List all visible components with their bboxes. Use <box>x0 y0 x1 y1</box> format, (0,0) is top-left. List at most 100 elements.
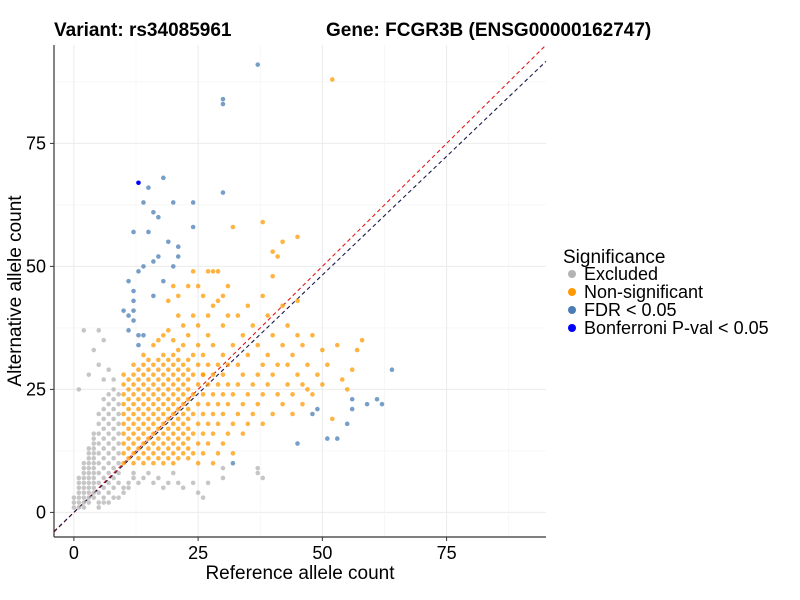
data-point <box>166 328 171 333</box>
data-point <box>151 392 156 397</box>
data-point <box>76 500 82 505</box>
data-point <box>86 446 92 451</box>
data-point <box>230 392 236 397</box>
data-point <box>180 485 186 491</box>
data-point <box>86 465 92 471</box>
data-point <box>151 259 156 264</box>
data-point <box>151 411 156 417</box>
data-point <box>205 332 211 338</box>
data-point <box>170 460 176 466</box>
data-point <box>170 421 176 427</box>
data-point <box>141 401 146 407</box>
data-point <box>76 490 82 496</box>
legend-swatch-0 <box>568 270 576 278</box>
data-point <box>86 490 92 496</box>
data-point <box>131 475 136 481</box>
data-point <box>146 426 151 432</box>
data-point <box>131 298 136 304</box>
data-point <box>161 175 166 181</box>
data-point <box>166 377 171 382</box>
data-point <box>76 475 82 481</box>
data-point <box>275 362 280 368</box>
data-point <box>86 485 92 491</box>
data-point <box>379 401 385 407</box>
data-point <box>111 416 116 422</box>
data-point <box>76 387 82 392</box>
data-point <box>101 455 106 461</box>
legend-label-0: Excluded <box>584 264 658 284</box>
data-point <box>255 401 261 407</box>
data-point <box>190 480 196 486</box>
data-point <box>86 500 92 505</box>
data-point <box>180 392 186 397</box>
data-point <box>195 362 201 368</box>
data-point <box>220 411 226 417</box>
data-point <box>220 475 226 481</box>
data-point <box>141 264 146 269</box>
data-point <box>91 465 97 471</box>
data-point <box>349 367 355 373</box>
data-point <box>116 451 121 456</box>
legend-swatch-1 <box>568 288 576 296</box>
data-point <box>126 313 131 318</box>
series-3 <box>136 180 141 186</box>
data-point <box>205 382 211 387</box>
y-axis-label: Alternative allele count <box>5 195 26 387</box>
data-point <box>111 406 116 412</box>
data-point <box>220 352 226 358</box>
data-point <box>310 411 315 417</box>
data-point <box>156 396 161 402</box>
data-point <box>136 455 141 461</box>
data-point <box>170 431 176 436</box>
data-point <box>280 239 285 245</box>
data-point <box>156 377 161 382</box>
data-point <box>136 446 141 451</box>
data-point <box>185 455 191 461</box>
data-point <box>315 372 320 377</box>
data-point <box>260 362 266 368</box>
data-point <box>91 460 97 466</box>
data-point <box>111 396 116 402</box>
data-point <box>170 372 176 377</box>
data-point <box>170 470 176 476</box>
data-point <box>185 387 191 392</box>
data-point <box>101 396 106 402</box>
data-point <box>151 401 156 407</box>
data-point <box>136 387 141 392</box>
data-point <box>225 362 231 368</box>
data-point <box>175 406 181 412</box>
data-point <box>86 470 92 476</box>
data-point <box>96 328 102 333</box>
data-point <box>334 342 340 348</box>
data-point <box>190 372 196 377</box>
data-point <box>175 313 181 318</box>
data-point <box>161 431 166 436</box>
data-point <box>126 328 131 333</box>
data-point <box>146 470 151 476</box>
data-point <box>290 411 295 417</box>
data-point <box>235 313 241 318</box>
data-point <box>101 495 106 500</box>
data-point <box>76 480 82 486</box>
data-point <box>81 460 87 466</box>
data-point <box>320 382 325 387</box>
data-point <box>131 451 136 456</box>
data-point <box>91 480 97 486</box>
data-point <box>126 406 131 412</box>
data-point <box>175 347 181 353</box>
data-point <box>136 180 141 186</box>
data-point <box>126 416 131 422</box>
data-point <box>260 475 266 481</box>
data-point <box>270 249 275 254</box>
data-point <box>146 436 151 441</box>
data-point <box>96 421 102 427</box>
data-point <box>126 455 131 461</box>
data-point <box>101 485 106 491</box>
data-point <box>126 480 131 486</box>
data-point <box>141 392 146 397</box>
data-point <box>295 234 300 240</box>
data-point <box>190 451 196 456</box>
data-point <box>96 441 102 446</box>
data-point <box>101 426 106 432</box>
data-point <box>86 480 92 486</box>
